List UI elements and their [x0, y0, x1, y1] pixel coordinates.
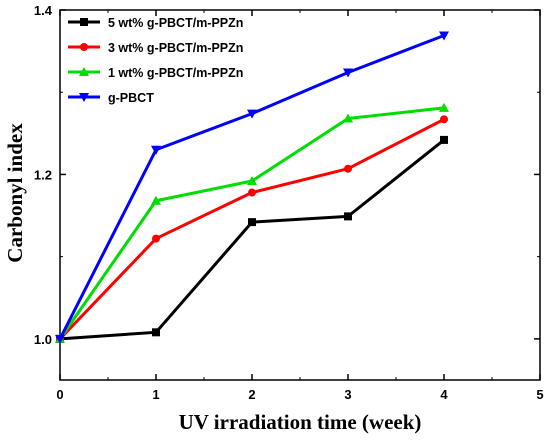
data-point	[440, 115, 448, 124]
data-point	[55, 334, 65, 344]
x-axis-ticks: 0 1 2 3 4 5	[56, 10, 544, 402]
data-point	[343, 113, 353, 123]
legend-label: 5 wt% g-PBCT/m-PPZn	[108, 16, 243, 30]
legend-item: g-PBCT	[68, 91, 154, 105]
data-point	[343, 68, 353, 78]
series-layer	[55, 31, 449, 344]
series-4	[55, 31, 449, 344]
legend-marker	[80, 43, 88, 51]
y-axis-ticks: 1.0 1.2 1.4	[34, 3, 540, 347]
series-line	[58, 118, 445, 340]
x-tick-label: 0	[56, 387, 63, 402]
y-tick-label: 1.2	[34, 167, 52, 182]
x-axis-label: UV irradiation time (week)	[179, 410, 422, 434]
legend-item: 1 wt% g-PBCT/m-PPZn	[68, 66, 243, 80]
data-point	[440, 135, 448, 144]
series-1	[56, 135, 448, 343]
legend-label: 1 wt% g-PBCT/m-PPZn	[108, 66, 243, 80]
legend: 5 wt% g-PBCT/m-PPZn 3 wt% g-PBCT/m-PPZn 1 …	[68, 16, 243, 105]
x-tick-label: 4	[440, 387, 448, 402]
legend-label: 3 wt% g-PBCT/m-PPZn	[108, 41, 243, 55]
x-tick-label: 3	[344, 387, 351, 402]
data-point	[439, 31, 449, 41]
data-point	[247, 109, 257, 119]
y-tick-label: 1.4	[34, 3, 53, 18]
data-point	[247, 176, 257, 186]
legend-item: 3 wt% g-PBCT/m-PPZn	[68, 41, 243, 55]
x-tick-label: 5	[536, 387, 543, 402]
series-line	[59, 138, 445, 341]
data-point	[248, 218, 256, 227]
y-tick-label: 1.0	[34, 332, 52, 347]
y-axis-label: Carbonyl index	[3, 123, 27, 263]
data-point	[152, 234, 160, 243]
data-point	[152, 328, 160, 337]
legend-marker	[79, 67, 89, 76]
x-tick-label: 2	[248, 387, 255, 402]
legend-item: 5 wt% g-PBCT/m-PPZn	[68, 16, 243, 30]
x-tick-label: 1	[152, 387, 159, 402]
data-point	[151, 145, 161, 155]
data-point	[344, 164, 352, 173]
legend-marker	[80, 18, 88, 26]
data-point	[248, 188, 256, 197]
legend-label: g-PBCT	[108, 91, 154, 105]
legend-marker	[79, 93, 89, 102]
data-point	[151, 195, 161, 205]
data-point	[344, 212, 352, 221]
data-point	[439, 102, 449, 112]
